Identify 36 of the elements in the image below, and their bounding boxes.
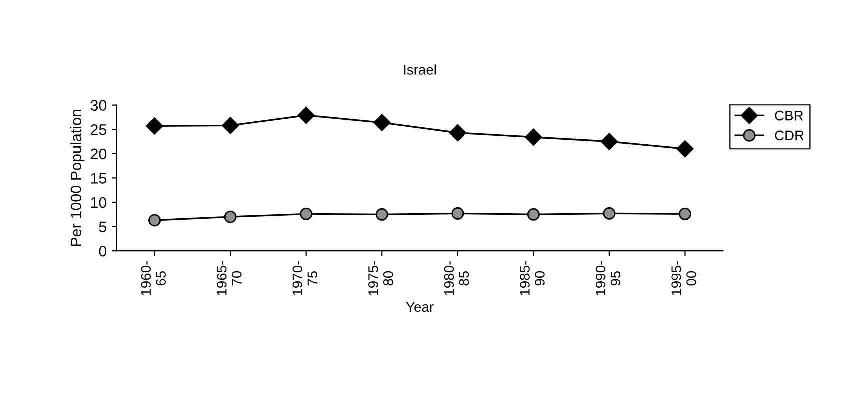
point xyxy=(298,106,315,124)
legend-label: CDR xyxy=(775,130,804,141)
point xyxy=(527,208,540,221)
x-axis-title: Year xyxy=(406,302,434,312)
y-tick-label: 15 xyxy=(91,173,107,184)
x-tick-label: 1975- 80 xyxy=(368,261,394,296)
point xyxy=(374,114,391,132)
legend-label: CBR xyxy=(775,110,804,121)
y-tick-label: 25 xyxy=(90,124,107,136)
x-tick-label: 1970- 75 xyxy=(292,261,318,296)
x-tick-label: 1980- 85 xyxy=(444,261,470,296)
point xyxy=(452,207,464,220)
y-tick-label: 20 xyxy=(90,148,107,160)
point xyxy=(676,140,694,158)
y-tick-label: 30 xyxy=(90,100,107,111)
point xyxy=(449,124,466,142)
chart-title: Israel xyxy=(404,64,436,75)
y-axis-title: Per 1000 Population xyxy=(70,110,85,246)
point xyxy=(603,207,616,220)
point xyxy=(300,208,313,220)
y-tick-label: 5 xyxy=(99,222,107,232)
point xyxy=(600,133,618,150)
x-tick-label: 1960- 65 xyxy=(141,261,166,296)
y-tick-label: 0 xyxy=(99,246,107,257)
x-tick-label: 1990- 95 xyxy=(596,261,621,296)
x-tick-label: 1965- 70 xyxy=(216,261,242,296)
x-tick-label: 1995- 00 xyxy=(672,261,696,296)
point xyxy=(376,208,388,221)
y-tick-label: 10 xyxy=(91,197,107,208)
point xyxy=(148,214,162,227)
point xyxy=(146,118,164,135)
point xyxy=(224,210,237,224)
point xyxy=(222,117,240,134)
point xyxy=(525,128,542,146)
point xyxy=(678,208,692,220)
x-tick-label: 1985- 90 xyxy=(520,261,545,296)
